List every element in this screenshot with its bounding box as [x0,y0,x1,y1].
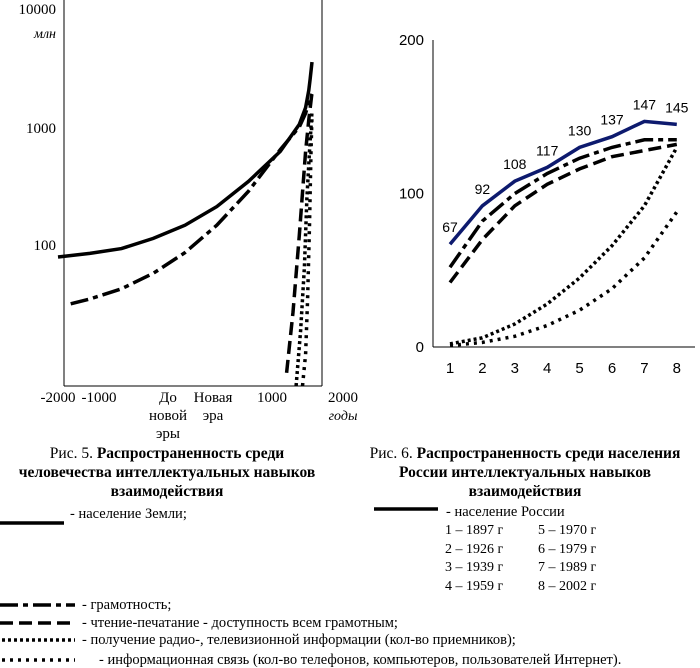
fig6-data-label: 108 [503,156,527,172]
fig5-x-axis-label: годы [329,409,358,424]
fig6-x-tick-label: 5 [575,360,583,377]
fig6-caption-title: Распространенность среди населения Росси… [399,445,681,500]
fig6-data-label: 92 [475,181,491,197]
legend-population-label: - население Земли; [70,506,187,522]
fig5-series-line-dotted-sparse [300,115,314,387]
year-item: 1 – 1897 г [445,523,504,538]
fig5-series-line-dashed [284,92,314,373]
year-item: 8 – 2002 г [538,578,597,594]
fig6-y-tick-label: 200 [399,32,424,49]
year-item: 6 – 1979 г [538,541,597,557]
fig6-caption: Рис. 6. Распространенность среди населен… [350,444,700,501]
fig6-data-label: 67 [442,219,458,235]
fig5-series-line-dashdot [70,93,314,306]
fig6-data-label: 137 [600,112,624,128]
legend-russia-label: - население России [446,504,565,520]
fig6-y-tick-label: 100 [399,186,424,203]
fig6-data-label: 145 [665,99,689,115]
fig5-x-tick-label: новой [149,408,187,424]
fig6-x-tick-label: 8 [673,360,681,377]
fig6-data-label: 130 [568,122,592,138]
fig5-x-tick-label: 1000 [257,390,287,406]
legend-swatches [0,507,438,662]
fig5-caption-number: Рис. 5. [49,445,93,462]
fig5-x-tick-label: Новая [194,390,233,406]
fig5-y-tick-label: 10000 [19,2,57,18]
fig6-series-line-dotted [449,146,679,346]
fig5-caption-title: Распространенность среди человечества ин… [18,445,316,500]
fig6-caption-number: Рис. 6. [369,445,413,462]
fig6-series-line-dotted-sparse [449,210,679,348]
fig6-years-col2: 5 – 1970 г 6 – 1979 г 7 – 1989 г 8 – 200… [538,522,596,596]
fig5-y-axis-label: млн [33,27,56,42]
fig5-x-tick-label: эра [203,408,224,424]
fig6-y-tick-label: 0 [416,339,424,356]
legend-info-label: - информационная связь (кол-во телефонов… [99,652,622,668]
fig5-x-tick-label: -1000 [82,390,117,406]
fig6-series-line-dashed [448,142,678,284]
fig5-x-tick-label: 2000 [328,390,358,406]
fig6-x-tick-label: 3 [511,360,519,377]
year-item: 2 – 1926 г [445,541,504,557]
fig6-x-tick-label: 6 [608,360,616,377]
fig6-data-label: 147 [633,96,657,112]
fig5-series-line-solid [57,61,314,259]
fig6-years-col1: 1 – 1897 г 2 – 1926 г 3 – 1939 г 4 – 195… [445,522,503,596]
legend-literacy-label: - грамотность; [82,597,172,613]
fig5-x-tick-label: До [159,390,177,406]
fig6-x-tick-label: 4 [543,360,551,377]
fig6-data-label: 117 [536,142,559,158]
fig6-x-tick-label: 7 [640,360,648,377]
year-item: 3 – 1939 г [445,560,504,575]
fig6-series-line-dashdot [448,138,677,269]
fig5-x-tick-label: эры [156,426,180,442]
fig6-x-tick-label: 1 [446,360,454,377]
year-item: 7 – 1989 г [538,560,597,575]
year-item: 5 – 1970 г [538,523,597,538]
fig6-series-line-solid [448,119,677,246]
fig5-y-tick-label: 1000 [26,121,56,137]
fig6-x-tick-label: 2 [478,360,486,377]
fig5-caption: Рис. 5. Распространенность среди человеч… [8,444,326,501]
fig5-y-tick-label: 100 [34,238,57,254]
year-item: 4 – 1959 г [445,578,504,594]
figure-5-chart: 10000 1000 100 млн -2000 -1000 До новой эры Новая… [19,0,358,442]
legend-reading-label: - чтение-печатание - доступность всем гр… [82,615,398,631]
legend-radio-label: - получение радио-, телевизионной информ… [82,632,516,648]
fig5-x-tick-label: -2000 [41,390,76,406]
